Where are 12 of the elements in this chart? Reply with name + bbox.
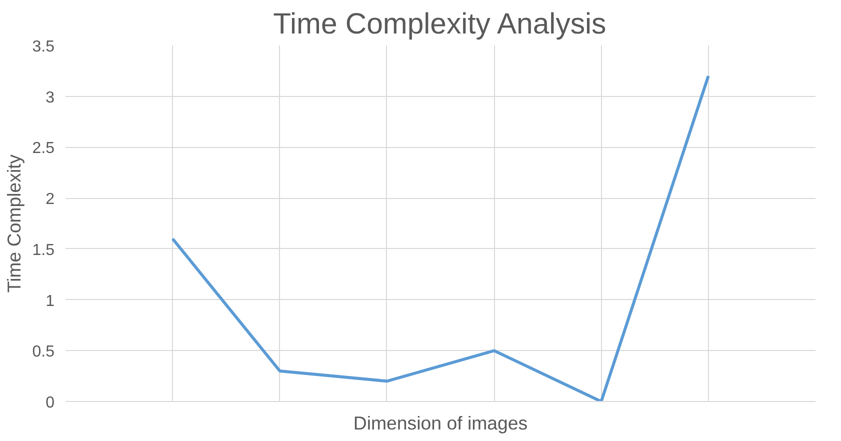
y-tick-label: 1 [46,292,55,310]
y-tick-label: 0 [46,394,55,412]
x-axis-title: Dimension of images [353,412,528,434]
y-tick-label: 3.5 [32,38,55,56]
y-tick-label: 2 [46,191,55,208]
y-tick-label: 0.5 [32,344,55,361]
line-series [171,74,710,402]
chart-title: Time Complexity Analysis [273,8,606,40]
y-tick-label: 2.5 [32,140,55,158]
y-axis-title: Time Complexity [3,154,24,293]
y-tick-label: 1.5 [32,242,55,259]
y-tick-label: 3 [46,89,55,106]
